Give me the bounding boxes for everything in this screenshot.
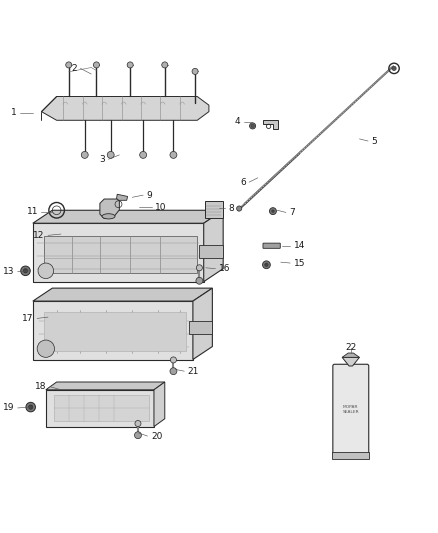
Circle shape (28, 405, 33, 409)
Circle shape (265, 263, 268, 266)
Text: 7: 7 (290, 208, 295, 217)
Circle shape (23, 269, 28, 273)
Text: 13: 13 (3, 267, 14, 276)
Polygon shape (117, 194, 127, 200)
Text: 22: 22 (345, 343, 357, 352)
Circle shape (196, 277, 203, 284)
Polygon shape (33, 210, 223, 223)
Text: 21: 21 (188, 367, 199, 376)
Circle shape (170, 368, 177, 375)
Text: 20: 20 (151, 432, 162, 441)
Circle shape (196, 265, 202, 271)
Text: 16: 16 (219, 264, 230, 273)
Polygon shape (204, 210, 223, 281)
Circle shape (192, 68, 198, 75)
Circle shape (21, 266, 30, 276)
Circle shape (81, 151, 88, 158)
Text: 17: 17 (22, 314, 34, 323)
Polygon shape (100, 199, 120, 219)
Text: 19: 19 (3, 403, 14, 413)
Polygon shape (46, 390, 154, 426)
Circle shape (250, 123, 256, 129)
Circle shape (38, 263, 53, 279)
Text: MOPAR
SEALER: MOPAR SEALER (343, 405, 359, 414)
Circle shape (127, 62, 133, 68)
Text: 9: 9 (147, 191, 152, 200)
Polygon shape (193, 288, 212, 359)
Circle shape (93, 62, 99, 68)
Polygon shape (53, 395, 149, 422)
Circle shape (251, 124, 254, 127)
Polygon shape (46, 382, 165, 390)
Text: 14: 14 (294, 241, 305, 250)
Polygon shape (33, 301, 193, 359)
Circle shape (170, 151, 177, 158)
Polygon shape (33, 223, 204, 281)
Circle shape (170, 357, 177, 363)
Polygon shape (44, 236, 197, 273)
Polygon shape (42, 96, 209, 120)
FancyBboxPatch shape (333, 364, 369, 454)
FancyBboxPatch shape (189, 321, 212, 334)
Text: 2: 2 (71, 64, 77, 73)
Circle shape (272, 210, 274, 213)
Text: 6: 6 (240, 177, 246, 187)
FancyBboxPatch shape (332, 452, 369, 459)
Circle shape (66, 62, 72, 68)
Text: 18: 18 (35, 382, 47, 391)
Circle shape (37, 340, 54, 357)
Circle shape (392, 66, 396, 70)
Circle shape (140, 151, 147, 158)
Circle shape (262, 261, 270, 269)
Circle shape (26, 402, 35, 412)
Text: 8: 8 (229, 204, 235, 213)
FancyBboxPatch shape (199, 245, 223, 258)
Text: 4: 4 (234, 117, 240, 126)
Circle shape (107, 151, 114, 158)
Polygon shape (44, 312, 187, 351)
Polygon shape (263, 120, 278, 129)
Circle shape (135, 421, 141, 426)
Polygon shape (154, 382, 165, 426)
Ellipse shape (102, 214, 115, 219)
Text: 1: 1 (11, 108, 16, 117)
Circle shape (162, 62, 168, 68)
Polygon shape (33, 288, 212, 301)
FancyBboxPatch shape (205, 201, 223, 218)
Text: 12: 12 (33, 231, 45, 240)
FancyBboxPatch shape (263, 243, 280, 248)
Text: 5: 5 (371, 136, 377, 146)
Polygon shape (342, 353, 360, 357)
Text: 3: 3 (99, 155, 105, 164)
Circle shape (269, 208, 276, 215)
Text: 10: 10 (155, 203, 167, 212)
Text: 11: 11 (27, 207, 38, 216)
Circle shape (237, 206, 242, 211)
Circle shape (134, 432, 141, 439)
Text: 15: 15 (294, 259, 305, 268)
Polygon shape (342, 357, 360, 366)
